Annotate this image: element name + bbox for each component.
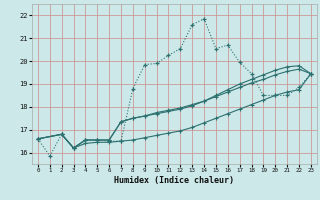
X-axis label: Humidex (Indice chaleur): Humidex (Indice chaleur) (115, 176, 234, 185)
